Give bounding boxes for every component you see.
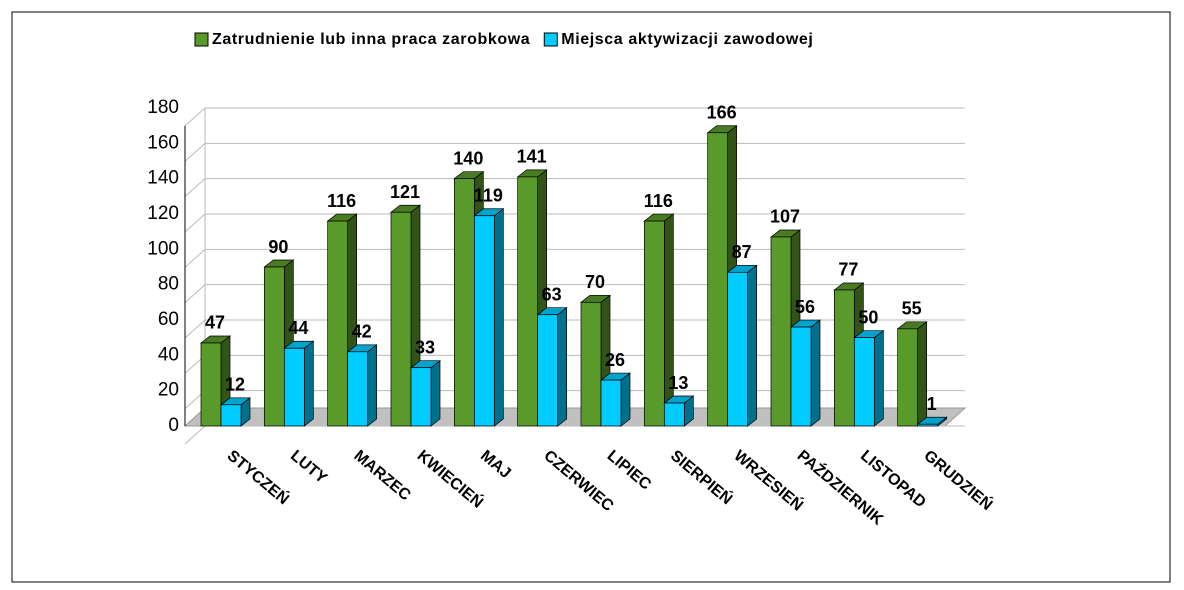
bar-side [557,306,568,427]
legend: Zatrudnienie lub inna praca zarobkowa Mie… [194,31,813,48]
bar [347,351,369,427]
bar [453,178,475,427]
bar [770,236,792,427]
legend-swatch [194,32,209,47]
y-tick-label: 100 [147,238,179,259]
bar-side [620,372,631,427]
bar [327,220,349,427]
bar-side [367,344,378,427]
data-label: 121 [390,182,420,202]
bar [897,328,919,427]
y-tick-label: 60 [158,309,179,330]
bar [200,342,222,427]
bar [833,289,855,427]
data-label: 44 [288,318,308,338]
bar-side [917,321,928,427]
bar-side [493,208,504,427]
data-label: 70 [585,272,605,292]
y-tick-label: 180 [147,97,179,118]
bar [283,347,305,427]
data-label: 141 [517,147,547,167]
bar-side [430,359,441,427]
y-tick-label: 160 [147,132,179,153]
data-label: 87 [732,242,752,262]
data-label: 63 [542,284,562,304]
y-tick-label: 120 [147,203,179,224]
legend-swatch [543,32,558,47]
bar [220,404,242,427]
bar [390,211,412,427]
bar [473,215,495,427]
y-tick-label: 140 [147,168,179,189]
bar [707,132,729,427]
y-tick-label: 40 [158,344,179,365]
data-label: 166 [707,102,737,122]
bar [917,423,939,427]
bar [727,271,749,427]
bar-side [303,340,314,427]
data-label: 116 [327,191,356,211]
data-label: 55 [902,299,922,319]
bar [517,176,539,427]
bar-side [663,213,674,427]
data-label: 50 [858,307,878,327]
legend-label: Miejsca aktywizacji zawodowej [561,31,813,48]
bar [790,326,812,427]
y-tick-label: 20 [158,380,179,401]
bar [263,266,285,427]
data-label: 119 [474,186,503,206]
data-label: 26 [605,350,625,370]
data-label: 56 [795,297,815,317]
data-label: 33 [415,337,435,357]
bar-side [810,319,821,427]
bar-side [747,264,758,427]
data-label: 140 [453,148,483,168]
data-label: 13 [668,373,688,393]
y-tick-label: 0 [168,415,179,436]
data-label: 42 [352,322,372,342]
bar [580,301,602,427]
legend-label: Zatrudnienie lub inna praca zarobkowa [212,31,530,48]
bar-side [873,329,884,427]
data-label: 47 [205,313,225,333]
data-label: 1 [927,394,937,414]
bar [643,220,665,427]
bar [663,402,685,427]
data-label: 12 [225,375,245,395]
data-label: 77 [838,260,858,280]
bar [410,367,432,427]
bar [600,379,622,427]
data-label: 116 [644,191,673,211]
data-label: 107 [770,207,800,227]
data-label: 90 [268,237,288,257]
bar [853,337,875,427]
y-tick-label: 80 [158,274,179,295]
bar [537,314,559,427]
